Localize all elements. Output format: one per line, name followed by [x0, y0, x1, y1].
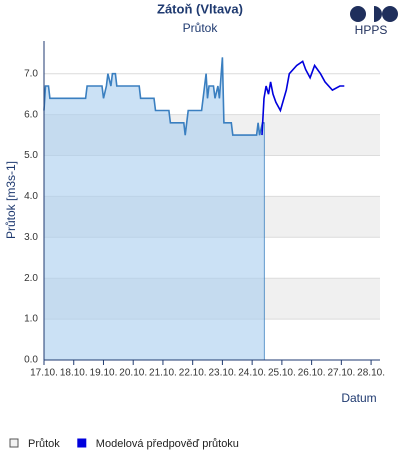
y-axis-label: Průtok [m3s-1] [4, 161, 18, 239]
y-tick-label: 7.0 [24, 68, 38, 79]
legend-swatch [9, 438, 19, 448]
y-tick-label: 1.0 [24, 314, 38, 325]
legend-label: Průtok [28, 438, 60, 450]
logo-circle [382, 6, 398, 22]
x-tick-label: 24.10. [238, 368, 266, 379]
x-tick-label: 20.10. [119, 368, 147, 379]
line [43, 57, 265, 136]
x-tick-label: 18.10. [60, 368, 88, 379]
legend-label: Modelová předpověď průtoku [96, 438, 239, 450]
x-tick-label: 23.10. [209, 368, 237, 379]
y-tick-label: 4.0 [24, 191, 38, 202]
chart-title: Zátoň (Vltava) [157, 1, 243, 16]
logo-circle [350, 6, 366, 22]
y-tick-label: 2.0 [24, 273, 38, 284]
x-tick-label: 25.10. [268, 368, 296, 379]
x-tick-label: 22.10. [179, 368, 207, 379]
x-tick-label: 21.10. [149, 368, 177, 379]
legend-swatch [77, 438, 87, 448]
y-tick-label: 3.0 [24, 232, 38, 243]
x-tick-label: 19.10. [90, 368, 118, 379]
logo: HPPS [350, 6, 398, 37]
logo-half [374, 6, 382, 22]
y-tick-label: 6.0 [24, 109, 38, 120]
y-tick-label: 5.0 [24, 150, 38, 161]
line [261, 60, 345, 136]
x-axis-label: Datum [341, 391, 376, 405]
x-tick-label: 28.10. [357, 368, 385, 379]
x-tick-label: 17.10. [30, 368, 58, 379]
x-tick-label: 26.10. [298, 368, 326, 379]
x-tick-label: 27.10. [327, 368, 355, 379]
y-tick-label: 0.0 [24, 355, 38, 366]
logo-text: HPPS [355, 23, 388, 37]
chart-subtitle: Průtok [183, 21, 219, 35]
